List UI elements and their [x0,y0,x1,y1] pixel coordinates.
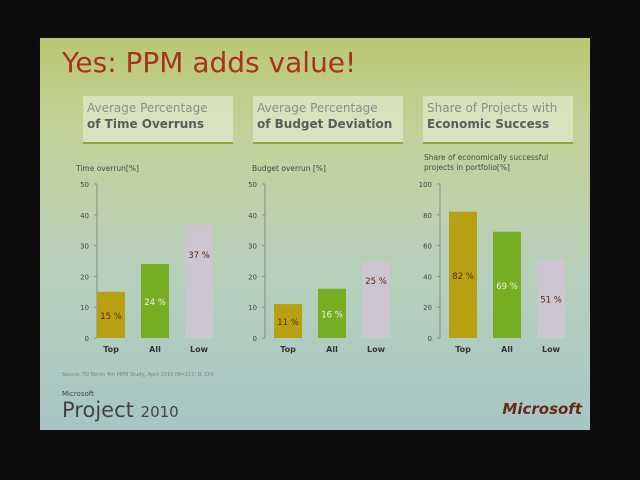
category-label: Top [103,345,119,354]
category-label: All [149,345,161,354]
y-tick-label: 40 [423,273,432,281]
y-tick-label: 20 [80,273,89,281]
project-logo: Project 2010 [62,398,179,422]
source-note: Source: TU Berlin 4th MPM Study, April 2… [62,372,214,378]
bar-top [274,304,302,338]
category-label: Low [367,345,386,354]
y-tick-label: 80 [423,212,432,220]
logo-microsoft-small: Microsoft [62,390,94,398]
y-tick-label: 40 [248,212,257,220]
y-tick-label: 0 [85,335,89,343]
bar-all [141,264,169,338]
data-label: 15 % [100,312,122,322]
y-tick-label: 10 [80,304,89,312]
slide-title: Yes: PPM adds value! [62,46,357,79]
heading-line1: Average Percentage [257,101,378,115]
heading-line1: Share of Projects with [427,101,558,115]
chart-heading-success: Share of Projects with Economic Success [423,96,573,144]
data-label: 16 % [321,310,343,320]
y-tick-label: 50 [248,181,257,189]
y-tick-label: 50 [80,181,89,189]
bar-top [449,211,477,338]
data-label: 69 % [496,282,518,292]
y-tick-label: 20 [248,273,257,281]
bar-top [97,291,125,338]
bar-all [493,231,521,338]
category-label: All [326,345,338,354]
y-tick-label: 60 [423,243,432,251]
category-label: Low [542,345,561,354]
category-label: All [501,345,513,354]
y-axis-label: Time overrun[%] [76,164,139,173]
y-tick-label: 30 [80,243,89,251]
microsoft-logo: Microsoft [502,400,582,418]
y-tick-label: 100 [419,181,432,189]
heading-line2: Economic Success [427,117,550,131]
y-tick-label: 40 [80,212,89,220]
y-axis-label: Budget overrun [%] [252,164,326,173]
y-tick-label: 10 [248,304,257,312]
heading-line1: Average Percentage [87,101,208,115]
logo-year: 2010 [140,403,179,421]
logo-product: Project [62,398,134,422]
y-tick-label: 20 [423,304,432,312]
data-label: 51 % [540,296,562,306]
bar-low [185,224,213,338]
data-label: 11 % [277,318,299,328]
chart-heading-time: Average Percentage of Time Overruns [83,96,233,144]
y-tick-label: 0 [428,335,432,343]
data-label: 24 % [144,298,166,308]
y-axis-label: Share of economically successful project… [424,153,549,172]
category-label: Low [190,345,209,354]
bar-all [318,288,346,338]
bar-low [362,261,390,338]
data-label: 37 % [188,251,210,261]
data-label: 25 % [365,277,387,287]
heading-line2: of Budget Deviation [257,117,393,131]
data-label: 82 % [452,272,474,282]
chart-heading-budget: Average Percentage of Budget Deviation [253,96,403,144]
y-tick-label: 30 [248,243,257,251]
heading-line2: of Time Overruns [87,117,204,131]
category-label: Top [280,345,296,354]
y-tick-label: 0 [253,335,257,343]
bar-low [537,259,565,338]
category-label: Top [455,345,471,354]
